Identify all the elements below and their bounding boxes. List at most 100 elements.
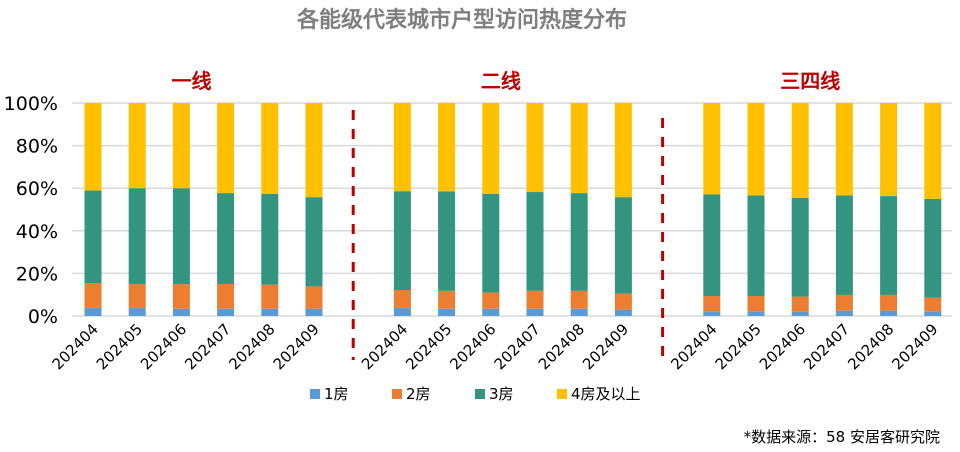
bar-segment <box>791 296 809 312</box>
source-note: *数据来源：58 安居客研究院 <box>744 428 940 446</box>
bar-segment <box>393 307 411 316</box>
bar-segment <box>747 195 765 296</box>
bar-segment <box>835 195 853 295</box>
x-tick-label: 202409 <box>579 320 632 373</box>
bar-segment <box>791 311 809 316</box>
bar-segment <box>703 103 721 195</box>
bar-segment <box>393 191 411 291</box>
bar-segment <box>84 282 102 308</box>
bar-segment <box>128 307 146 316</box>
x-tick-label: 202406 <box>137 320 190 373</box>
bar-segment <box>526 290 544 309</box>
bar-segment <box>128 188 146 285</box>
bar-segment <box>261 103 279 194</box>
bar-segment <box>924 198 942 298</box>
bar-segment <box>791 197 809 297</box>
bar-segment <box>84 103 102 191</box>
bar-segment <box>261 193 279 285</box>
legend-swatch <box>392 389 402 399</box>
x-tick-label: 202408 <box>535 320 588 373</box>
bar-segment <box>614 197 632 294</box>
group-label: 二线 <box>481 69 521 93</box>
y-tick-label: 80% <box>16 136 58 158</box>
bar-segment <box>172 103 190 189</box>
bar-segment <box>570 290 588 309</box>
bar-segment <box>84 190 102 283</box>
bar-segment <box>438 290 456 309</box>
bar-segment <box>261 308 279 316</box>
bar-segment <box>880 310 898 316</box>
bar-segment <box>880 294 898 311</box>
bar-segment <box>482 193 500 293</box>
y-tick-label: 40% <box>16 221 58 243</box>
bar-segment <box>570 308 588 316</box>
x-tick-label: 202407 <box>491 320 544 373</box>
bar-segment <box>217 284 235 309</box>
bar-segment <box>747 295 765 312</box>
bar-segment <box>305 308 323 316</box>
legend-swatch <box>310 389 320 399</box>
bar-segment <box>526 308 544 316</box>
bar-segment <box>305 103 323 198</box>
bar-segment <box>747 311 765 316</box>
bar-segment <box>703 194 721 296</box>
y-tick-label: 20% <box>16 263 58 285</box>
bar-segment <box>924 311 942 316</box>
bar-segment <box>482 103 500 194</box>
legend-swatch <box>475 389 485 399</box>
bar-segment <box>172 308 190 316</box>
legend-label: 2房 <box>406 385 431 403</box>
bar-segment <box>393 290 411 308</box>
bar-segment <box>305 286 323 309</box>
x-tick-label: 202405 <box>402 320 455 373</box>
bar-segment <box>128 103 146 189</box>
bar-segment <box>482 308 500 316</box>
bar-segment <box>217 193 235 285</box>
y-tick-label: 60% <box>16 178 58 200</box>
x-tick-label: 202407 <box>181 320 234 373</box>
bar-segment <box>526 192 544 291</box>
legend-label: 3房 <box>489 385 514 403</box>
bar-segment <box>880 196 898 295</box>
x-tick-label: 202404 <box>358 320 411 373</box>
x-tick-label: 202408 <box>844 320 897 373</box>
bar-segment <box>305 197 323 287</box>
bar-segment <box>217 308 235 316</box>
y-tick-label: 0% <box>28 306 58 328</box>
x-tick-label: 202406 <box>446 320 499 373</box>
bar-segment <box>172 188 190 285</box>
x-tick-label: 202404 <box>49 320 102 373</box>
bar-segment <box>703 311 721 316</box>
group-label: 三四线 <box>780 69 840 93</box>
bar-segment <box>570 193 588 291</box>
bar-segment <box>747 103 765 196</box>
bar-segment <box>880 103 898 197</box>
x-tick-label: 202404 <box>667 320 720 373</box>
x-tick-label: 202405 <box>712 320 765 373</box>
x-tick-label: 202409 <box>888 320 941 373</box>
x-tick-label: 202409 <box>270 320 323 373</box>
chart-title: 各能级代表城市户型访问热度分布 <box>296 7 627 33</box>
bar-segment <box>172 284 190 309</box>
group-label: 一线 <box>172 69 212 93</box>
bar-segment <box>438 103 456 192</box>
legend-swatch <box>557 389 567 399</box>
x-tick-label: 202406 <box>756 320 809 373</box>
bar-segment <box>614 103 632 198</box>
bar-segment <box>84 307 102 316</box>
bar-segment <box>791 103 809 198</box>
x-tick-label: 202408 <box>225 320 278 373</box>
bar-segment <box>438 308 456 316</box>
bar-segment <box>835 103 853 196</box>
y-tick-label: 100% <box>4 93 58 115</box>
bar-segment <box>217 103 235 194</box>
x-tick-label: 202407 <box>800 320 853 373</box>
bar-segment <box>835 294 853 311</box>
bar-segment <box>614 309 632 316</box>
x-tick-label: 202405 <box>93 320 146 373</box>
bar-segment <box>393 103 411 192</box>
bar-segment <box>835 310 853 316</box>
bar-segment <box>570 103 588 194</box>
